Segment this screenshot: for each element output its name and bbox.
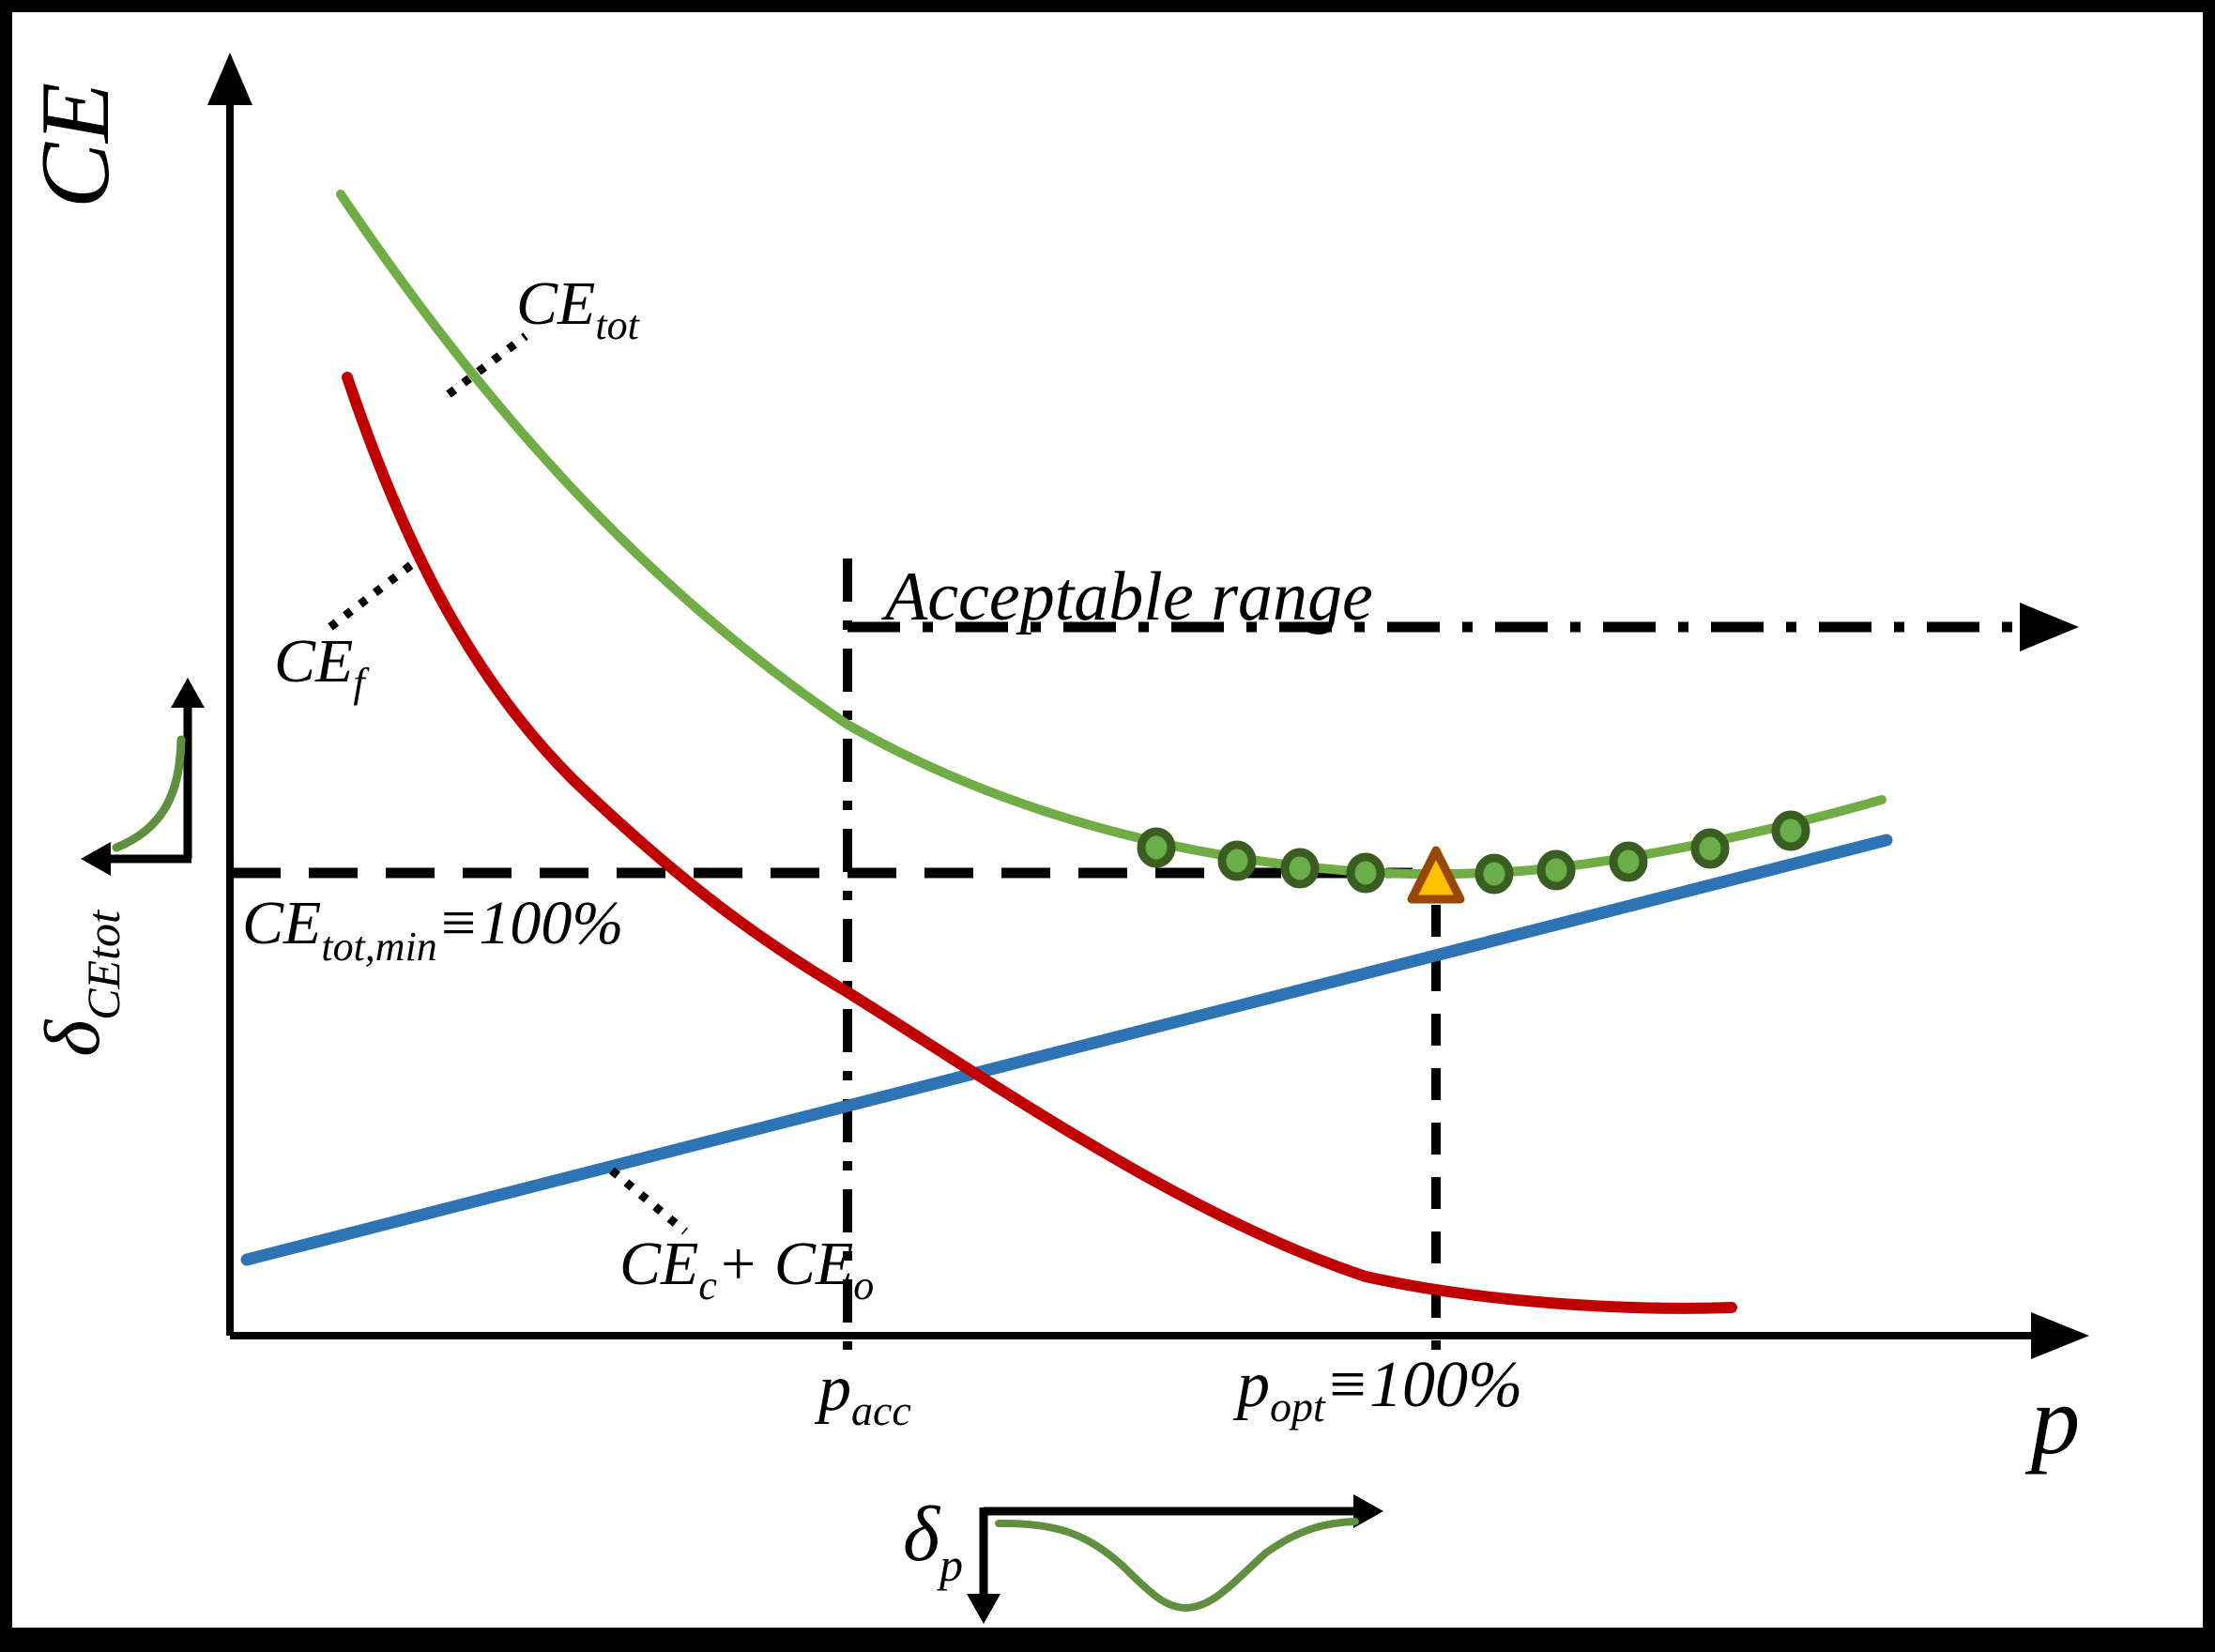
inset-up-arrowhead [171,678,205,708]
x-axis-arrowhead [2031,1312,2089,1359]
ce-tot-min-label: CEtot,min≡100% [242,889,623,970]
inset-right-arrowhead [1353,1494,1383,1528]
data-point-dot [1771,810,1810,851]
data-point-dot [1137,827,1176,868]
ce-sum-leader-line [609,1167,688,1235]
acceptable-range-arrowhead [2020,603,2079,651]
y-axis [207,53,252,1336]
acceptable-range-arrow [848,603,2079,651]
y-axis-title: CE [20,83,130,208]
ce-f-leader-line [328,561,414,631]
inset-left-arrowhead [81,842,111,876]
data-point-dot [1346,852,1385,894]
ce-tot-label: CEtot [516,269,641,348]
y-axis-title-text: CE [20,83,130,208]
ce-f-label: CEf [274,627,370,706]
p-opt-label: popt≡100% [1232,1349,1522,1430]
delta-p-label: δp [903,1491,963,1591]
data-point-dot [1536,849,1576,891]
data-point-dot [1474,853,1514,895]
ce-tot-leader-line [446,332,528,398]
delta-cetot-inset-curve [112,735,186,852]
x-axis-title: p [2024,1365,2081,1475]
ce-sum-curve [240,834,1893,1266]
optimum-triangle-marker [1407,846,1465,904]
delta-p-inset [967,1494,1383,1624]
inset-down-arrowhead [967,1594,1001,1624]
ce-f-curve [342,372,1737,1314]
svg-text:δCEtot: δCEtot [29,910,130,1057]
delta-cetot-label: δCEtot [29,910,130,1057]
x-axis-title-text: p [2024,1365,2081,1475]
data-point-dot [1609,841,1648,882]
data-point-dot [1690,828,1730,869]
delta-cetot-inset [81,678,205,876]
ce-sum-label: CEc+ CEo [619,1230,874,1308]
ce-tot-data-points [1137,810,1810,895]
ce-tot-curve [336,190,1887,880]
data-point-dot [1280,848,1320,889]
acceptable-range-label: Acceptable range [880,558,1373,635]
data-point-dot [1217,840,1257,881]
delta-p-inset-curve [995,1518,1359,1613]
y-axis-arrowhead [207,53,252,105]
p-acc-label: pacc [814,1353,911,1434]
x-axis [230,1312,2089,1359]
